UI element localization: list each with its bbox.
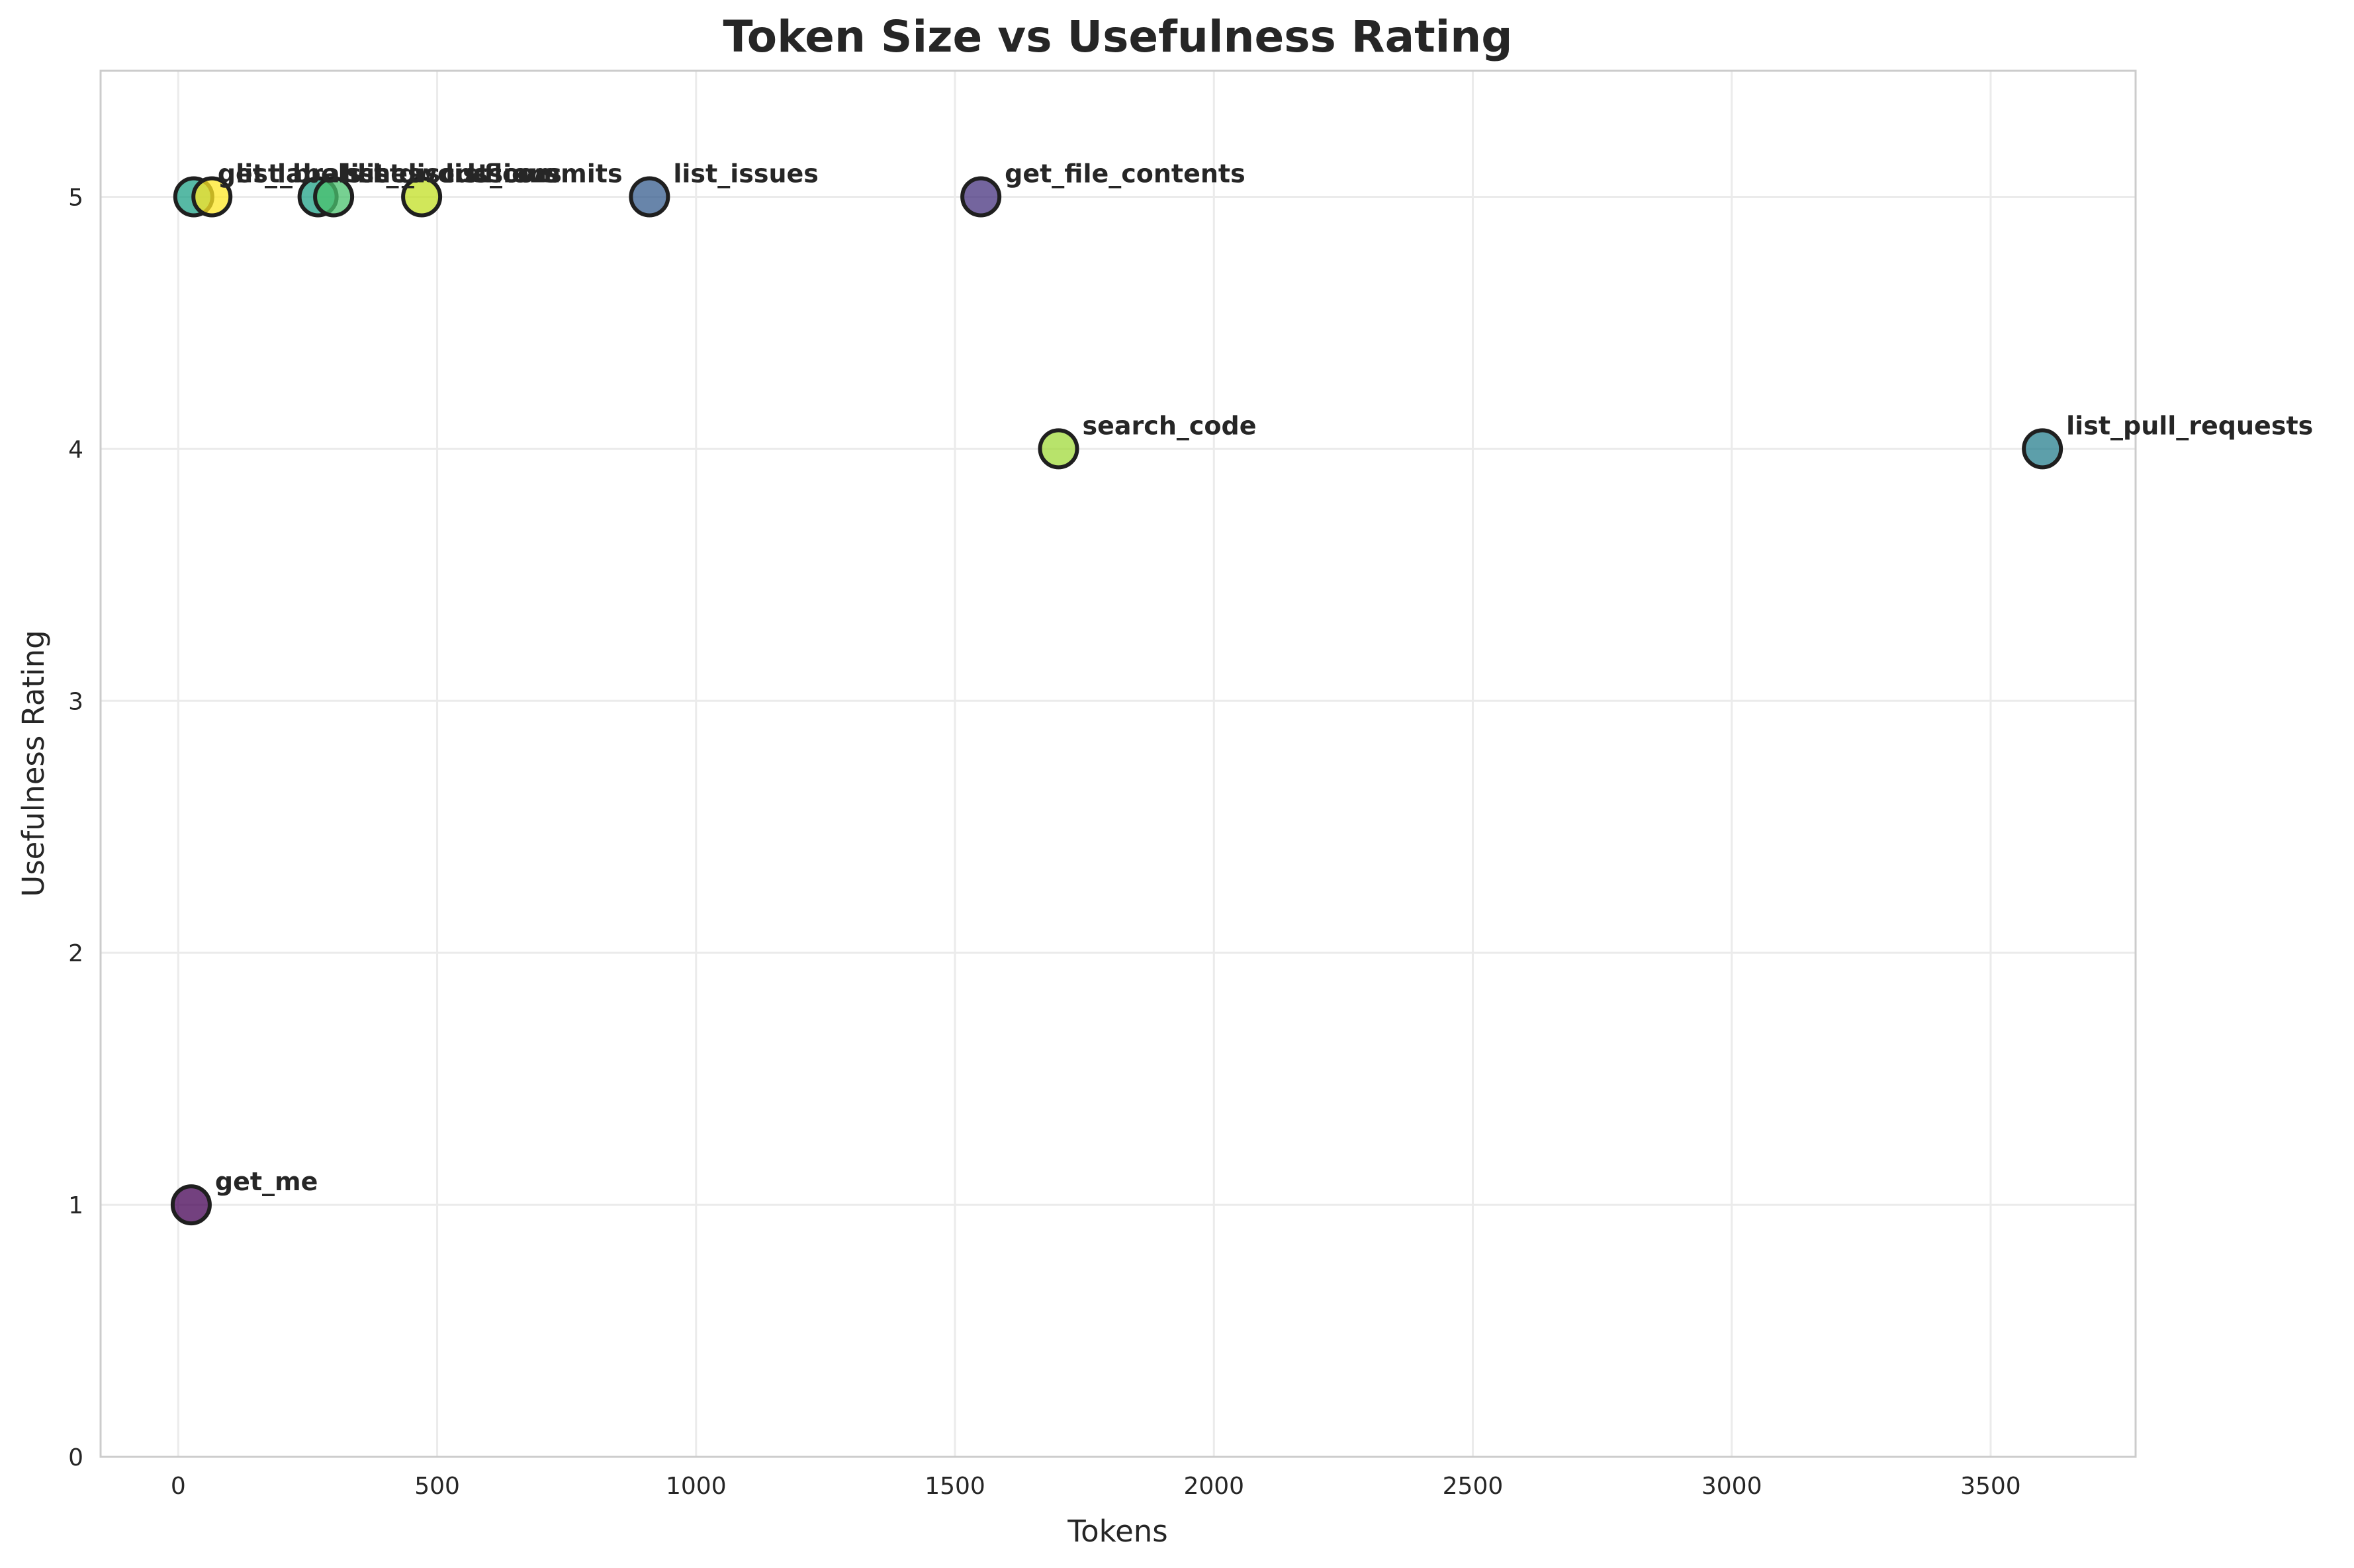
data-point (2022, 428, 2063, 470)
data-point (629, 176, 670, 218)
data-point (401, 176, 443, 218)
chart-title: Token Size vs Usefulness Rating (723, 11, 1512, 62)
y-tick-label: 1 (68, 1192, 83, 1219)
x-tick-label: 3500 (1960, 1473, 2021, 1500)
x-tick-label: 0 (171, 1473, 186, 1500)
point-label: list_workflows (357, 159, 558, 188)
y-tick-label: 4 (68, 436, 83, 463)
point-label: search_code (1083, 411, 1257, 440)
data-point (191, 176, 233, 218)
x-tick-label: 1500 (925, 1473, 985, 1500)
point-label: list_commits (445, 159, 622, 188)
point-label: get_labels (218, 159, 361, 188)
y-axis-label: Usefulness Rating (16, 630, 51, 896)
x-tick-label: 2500 (1443, 1473, 1504, 1500)
point-label: list_branches (236, 159, 422, 188)
grid (101, 71, 2136, 1458)
point-label: list_pull_requests (2066, 411, 2313, 440)
plot-frame (99, 69, 2137, 1458)
data-point (960, 176, 1002, 218)
data-point (170, 1184, 212, 1226)
point-labels: get_me get_file_contents list_issues list_p… (215, 159, 2313, 1196)
x-tick-label: 1000 (666, 1473, 727, 1500)
point-label: get_file_contents (1005, 159, 1245, 188)
y-tick-label: 0 (68, 1444, 83, 1471)
y-tick-label: 3 (68, 688, 83, 715)
data-points (170, 176, 2063, 1226)
data-point (313, 176, 355, 218)
x-tick-label: 2000 (1183, 1473, 1244, 1500)
point-label: get_me (215, 1167, 318, 1196)
point-label: list_discussions (342, 159, 562, 188)
y-tick-label: 5 (68, 184, 83, 211)
x-axis-label: Tokens (1067, 1514, 1167, 1549)
x-tick-label: 3000 (1701, 1473, 1762, 1500)
axis-ticks: 0 500 1000 1500 2000 2500 3000 3500 0 1 2 3 4 5 (68, 184, 2021, 1500)
data-point (1038, 428, 1079, 470)
y-tick-label: 2 (68, 940, 83, 967)
point-label: list_issues (673, 159, 819, 188)
x-tick-label: 500 (414, 1473, 460, 1500)
